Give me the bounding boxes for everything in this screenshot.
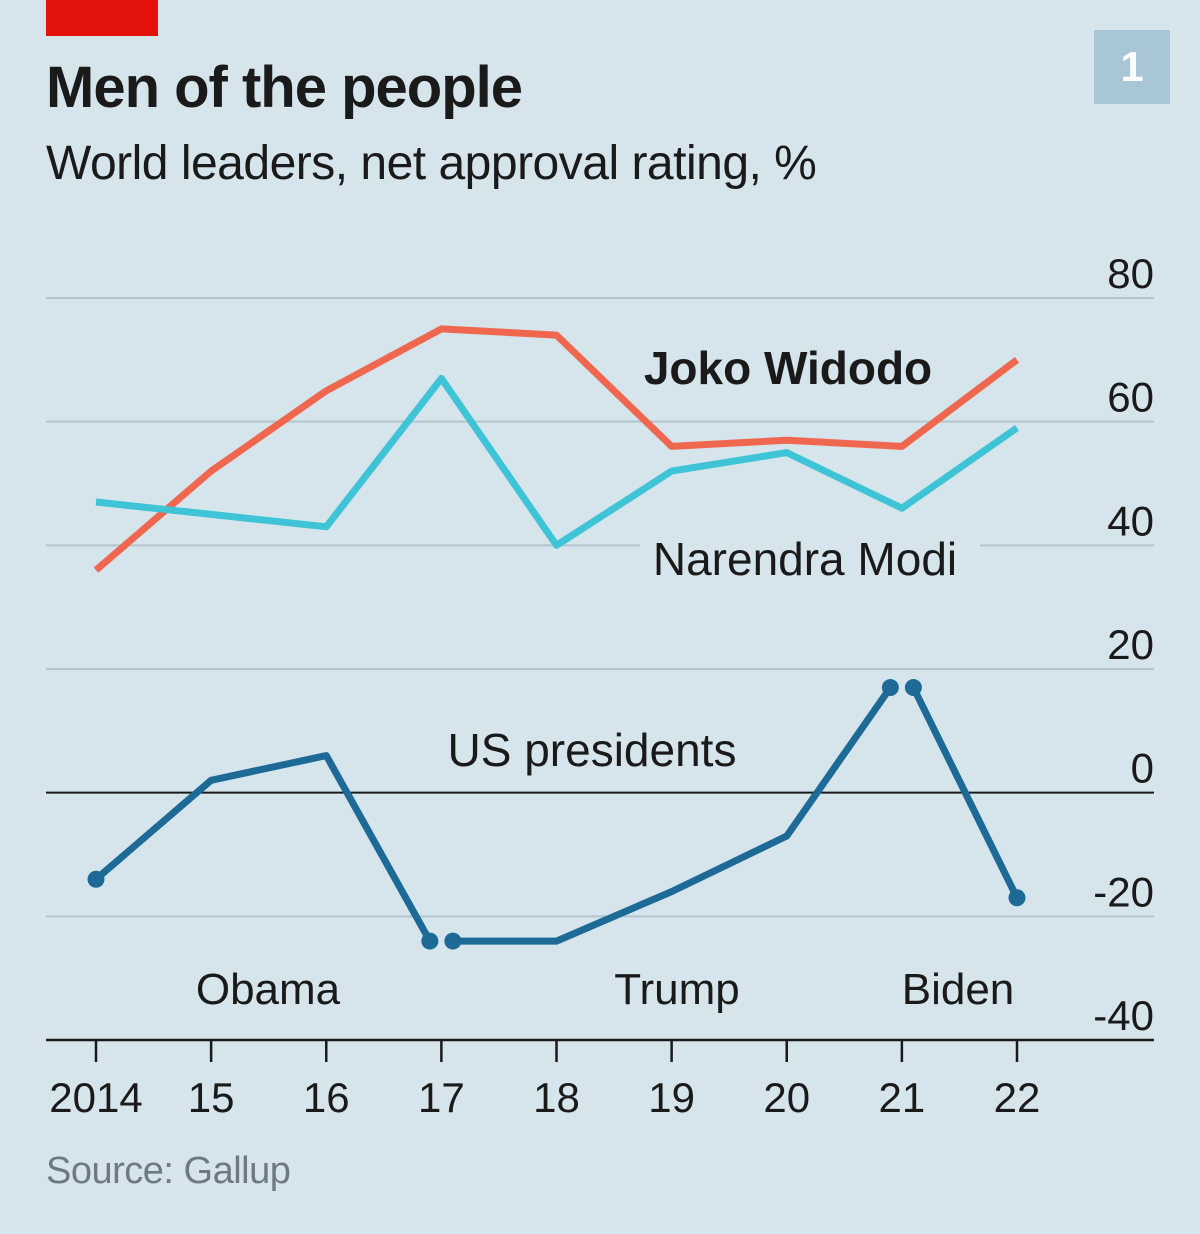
y-tick-label: 0 xyxy=(1131,745,1154,792)
x-tick-label: 15 xyxy=(188,1074,235,1121)
x-tick-label: 20 xyxy=(763,1074,810,1121)
us-term-endpoint xyxy=(904,679,922,697)
x-tick-label: 16 xyxy=(303,1074,350,1121)
us-term-endpoint xyxy=(881,679,899,697)
y-tick-label: 80 xyxy=(1107,250,1154,297)
series-line-narendra-modi xyxy=(95,374,1020,549)
x-tick-label: 17 xyxy=(418,1074,465,1121)
x-tick-label: 18 xyxy=(533,1074,580,1121)
y-tick-label: -40 xyxy=(1093,992,1154,1039)
annotation-obama: Obama xyxy=(196,965,341,1014)
annotation-joko-widodo: Joko Widodo xyxy=(644,342,932,394)
us-term-endpoint xyxy=(87,870,105,888)
x-tick-label: 19 xyxy=(648,1074,695,1121)
series-line-joko-widodo xyxy=(93,325,1020,573)
x-tick-label: 22 xyxy=(994,1074,1041,1121)
annotation-trump: Trump xyxy=(614,965,740,1014)
y-tick-label: -20 xyxy=(1093,868,1154,915)
series-line-us-obama xyxy=(92,752,434,945)
annotation-biden: Biden xyxy=(902,965,1015,1014)
us-term-endpoint xyxy=(421,932,439,950)
series-line-us-trump xyxy=(449,684,894,945)
us-term-endpoint xyxy=(1008,889,1026,907)
chart-title: Men of the people xyxy=(46,55,523,120)
x-tick-label: 2014 xyxy=(49,1074,142,1121)
brand-red-tag xyxy=(46,0,158,36)
us-term-endpoint xyxy=(444,932,462,950)
y-tick-label: 40 xyxy=(1107,497,1154,544)
annotation-us-presidents: US presidents xyxy=(448,724,737,776)
y-tick-label: 20 xyxy=(1107,621,1154,668)
series-line-us-biden xyxy=(909,684,1021,902)
y-tick-label: 60 xyxy=(1107,374,1154,421)
source-note: Source: Gallup xyxy=(46,1150,291,1192)
chart-number-badge: 1 xyxy=(1094,30,1170,104)
label-knockout xyxy=(640,530,980,562)
x-tick-label: 21 xyxy=(879,1074,926,1121)
annotation-narendra-modi: Narendra Modi xyxy=(653,533,957,585)
chart-subtitle: World leaders, net approval rating, % xyxy=(46,137,817,190)
